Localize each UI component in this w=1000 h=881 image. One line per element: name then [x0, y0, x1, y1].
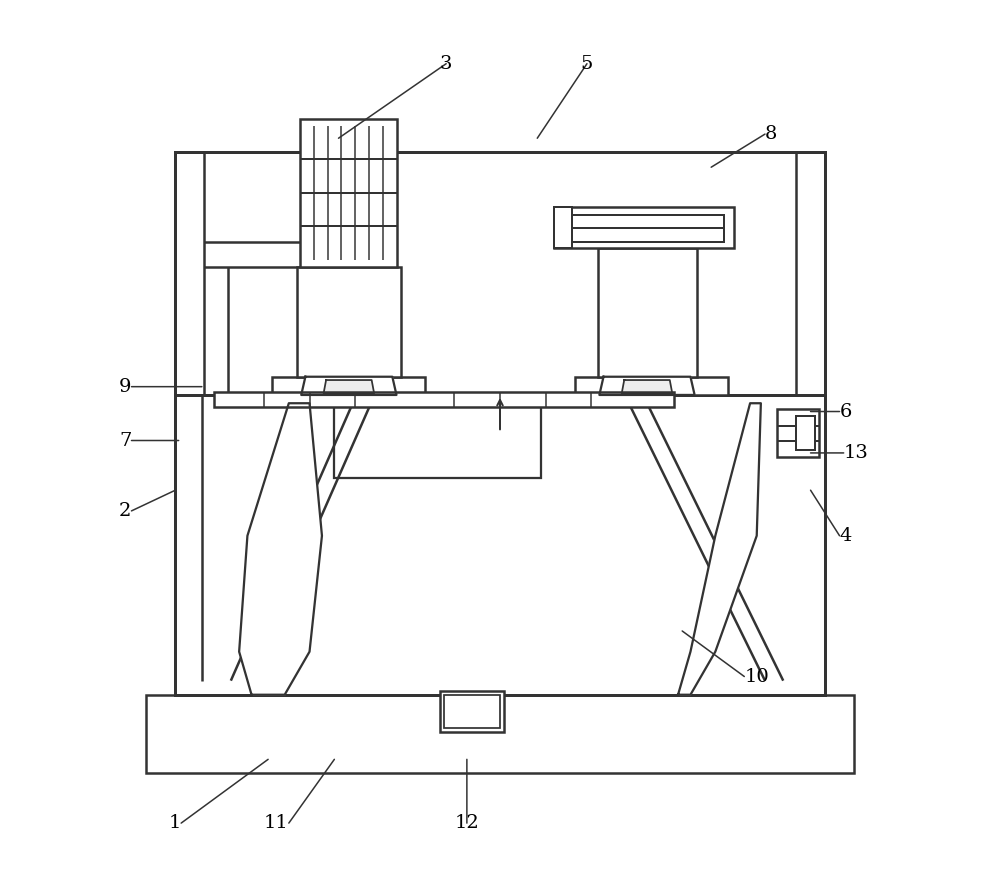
Text: 9: 9	[119, 378, 131, 396]
Text: 11: 11	[264, 814, 289, 832]
Bar	[146, 695, 854, 774]
Bar	[297, 267, 401, 377]
Text: 1: 1	[169, 814, 181, 832]
Text: 7: 7	[119, 432, 131, 449]
Bar	[175, 152, 825, 695]
Text: 5: 5	[581, 55, 593, 73]
Bar	[575, 377, 728, 395]
Bar	[440, 691, 504, 732]
Text: 8: 8	[765, 125, 777, 143]
Bar	[598, 248, 697, 377]
Bar	[300, 119, 397, 267]
Text: 10: 10	[744, 668, 769, 685]
Bar	[554, 207, 572, 248]
Text: 4: 4	[840, 527, 852, 544]
Bar	[214, 392, 674, 407]
Polygon shape	[678, 403, 761, 695]
Bar	[334, 399, 541, 478]
Polygon shape	[301, 377, 396, 395]
Polygon shape	[599, 377, 695, 395]
Bar	[272, 377, 425, 395]
Bar	[562, 215, 724, 228]
Bar	[796, 416, 815, 450]
Text: 2: 2	[119, 502, 131, 520]
Text: 12: 12	[454, 814, 479, 832]
Bar	[777, 409, 819, 457]
Text: 6: 6	[840, 403, 852, 420]
Polygon shape	[622, 380, 672, 393]
Bar	[554, 207, 734, 248]
Text: 3: 3	[440, 55, 452, 73]
Polygon shape	[239, 403, 322, 695]
Text: 13: 13	[844, 444, 869, 462]
Polygon shape	[324, 380, 374, 393]
Bar	[562, 228, 724, 241]
Bar	[444, 695, 500, 728]
